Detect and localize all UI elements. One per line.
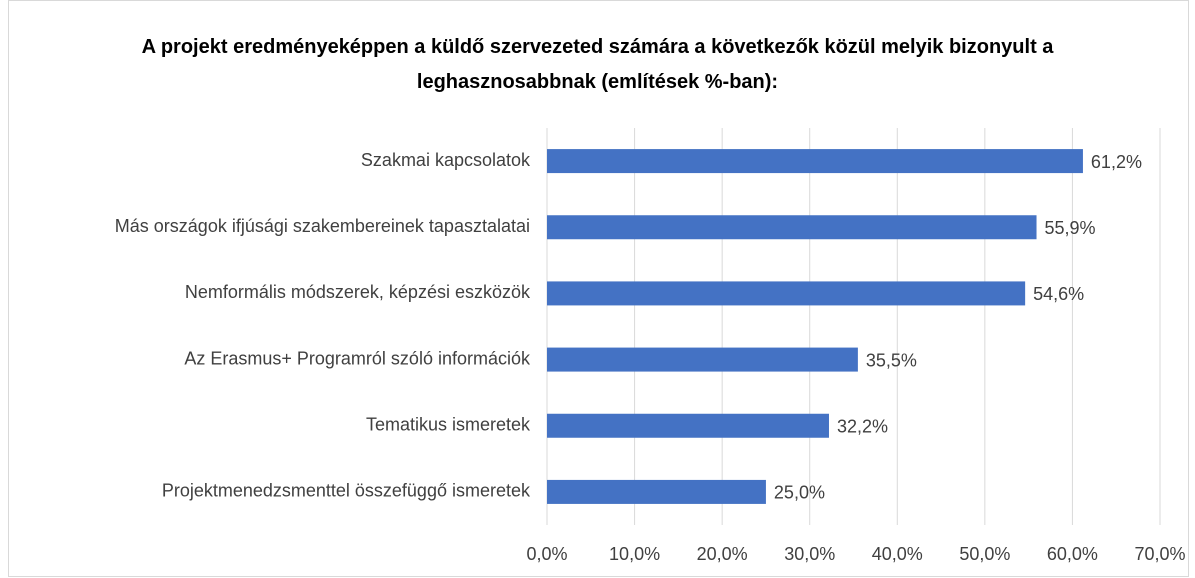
chart-border <box>8 0 1189 577</box>
x-tick-label: 40,0% <box>872 544 923 564</box>
x-tick-label: 70,0% <box>1134 544 1185 564</box>
bar <box>547 479 766 504</box>
chart-title: A projekt eredményeképpen a küldő szerve… <box>141 36 1054 93</box>
data-label: 32,2% <box>837 417 888 437</box>
y-tick-label: Más országok ifjúsági szakembereinek tap… <box>115 216 530 236</box>
x-tick-label: 50,0% <box>959 544 1010 564</box>
data-label: 54,6% <box>1033 284 1084 304</box>
data-label: 25,0% <box>774 483 825 503</box>
x-tick-label: 0,0% <box>526 544 567 564</box>
data-label: 55,9% <box>1045 218 1096 238</box>
bar <box>547 149 1083 174</box>
y-tick-label: Nemformális módszerek, képzési eszközök <box>185 282 531 302</box>
y-tick-label: Tematikus ismeretek <box>366 415 531 435</box>
y-tick-label: Az Erasmus+ Programról szóló információk <box>184 348 531 368</box>
y-tick-label: Projektmenedzsmenttel összefüggő ismeret… <box>162 481 531 501</box>
data-label: 61,2% <box>1091 152 1142 172</box>
data-label: 35,5% <box>866 350 917 370</box>
bar <box>547 281 1026 306</box>
x-tick-label: 10,0% <box>609 544 660 564</box>
bar <box>547 215 1037 240</box>
bar <box>547 347 858 372</box>
y-tick-label: Szakmai kapcsolatok <box>361 150 531 170</box>
bar <box>547 413 829 438</box>
x-tick-label: 60,0% <box>1047 544 1098 564</box>
x-tick-label: 30,0% <box>784 544 835 564</box>
x-tick-label: 20,0% <box>697 544 748 564</box>
